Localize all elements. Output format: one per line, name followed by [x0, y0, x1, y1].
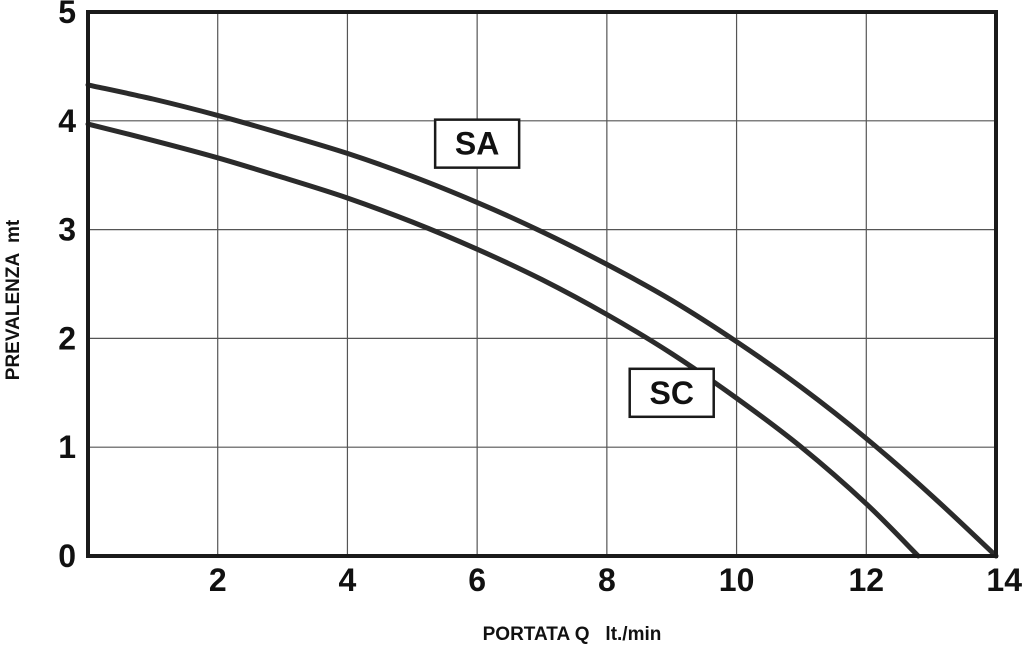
y-tick-label: 5: [58, 0, 76, 30]
y-tick-label: 2: [58, 320, 76, 356]
x-tick-label: 12: [848, 562, 884, 598]
x-tick-label: 6: [468, 562, 486, 598]
series-label-box: [628, 367, 715, 419]
series-label-box: [433, 118, 521, 169]
y-tick-label: 3: [58, 212, 76, 248]
series-label-text: SC: [649, 375, 693, 411]
series-labels: SA SC: [433, 118, 715, 419]
x-tick-label: 14: [986, 562, 1022, 598]
y-tick-label: 4: [58, 103, 76, 139]
series-label-text: SA: [455, 126, 499, 162]
x-tick-label: 2: [209, 562, 227, 598]
y-tick-labels: 0 1 2 3 4 5: [58, 0, 76, 574]
series-line-sc: [85, 121, 921, 559]
x-tick-label: 8: [598, 562, 616, 598]
plot-frame: [86, 10, 998, 558]
y-tick-label: 0: [58, 538, 76, 574]
series-line-sa: [85, 82, 999, 559]
series-label-sc: SC: [628, 367, 715, 419]
x-tick-label: 10: [719, 562, 755, 598]
series-curves: [85, 82, 999, 559]
y-tick-label: 1: [58, 429, 76, 465]
series-label-sa: SA: [433, 118, 521, 169]
x-tick-label: 4: [339, 562, 357, 598]
x-tick-labels: 2 4 6 8 10 12 14: [209, 562, 1022, 598]
x-axis-title: PORTATA Q lt./min: [483, 624, 662, 645]
y-axis-title: PREVALENZA mt: [3, 219, 24, 380]
grid-lines: [88, 12, 996, 556]
